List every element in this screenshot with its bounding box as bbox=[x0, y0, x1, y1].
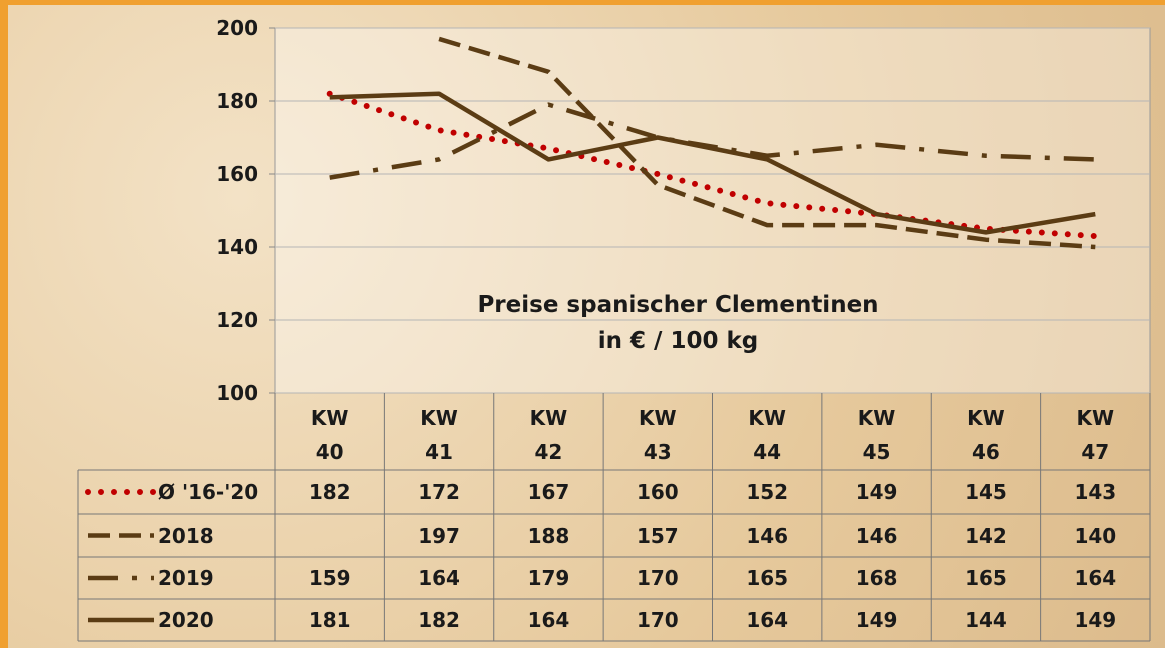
legend-label: 2019 bbox=[158, 561, 273, 595]
table-value: 165 bbox=[931, 561, 1040, 595]
y-tick-label: 140 bbox=[178, 230, 258, 264]
table-value: 149 bbox=[1041, 603, 1150, 637]
table-value: 172 bbox=[384, 475, 493, 509]
table-value: 142 bbox=[931, 519, 1040, 553]
table-value: 143 bbox=[1041, 475, 1150, 509]
table-value: 146 bbox=[713, 519, 822, 553]
x-tick-label: KW 42 bbox=[523, 401, 573, 469]
y-tick-label: 100 bbox=[178, 376, 258, 410]
y-tick-label: 120 bbox=[178, 303, 258, 337]
table-value: 170 bbox=[603, 561, 712, 595]
table-value: 157 bbox=[603, 519, 712, 553]
x-tick-label: KW 40 bbox=[305, 401, 355, 469]
table-value: 145 bbox=[931, 475, 1040, 509]
table-value: 165 bbox=[713, 561, 822, 595]
legend-label: 2020 bbox=[158, 603, 273, 637]
table-value: 164 bbox=[494, 603, 603, 637]
x-tick-label: KW 41 bbox=[414, 401, 464, 469]
table-value: 160 bbox=[603, 475, 712, 509]
table-value: 170 bbox=[603, 603, 712, 637]
table-value: 168 bbox=[822, 561, 931, 595]
table-value: 182 bbox=[275, 475, 384, 509]
table-value: 144 bbox=[931, 603, 1040, 637]
legend-label: Ø '16-'20 bbox=[158, 475, 273, 509]
y-tick-label: 200 bbox=[178, 11, 258, 45]
x-tick-label: KW 45 bbox=[852, 401, 902, 469]
table-value: 182 bbox=[384, 603, 493, 637]
table-value: 146 bbox=[822, 519, 931, 553]
subtitle: in € / 100 kg bbox=[428, 323, 928, 359]
table-value: 149 bbox=[822, 475, 931, 509]
table-value: 152 bbox=[713, 475, 822, 509]
table-value: 188 bbox=[494, 519, 603, 553]
x-tick-label: KW 46 bbox=[961, 401, 1011, 469]
x-tick-label: KW 43 bbox=[633, 401, 683, 469]
table-value: 149 bbox=[822, 603, 931, 637]
table-value: 164 bbox=[1041, 561, 1150, 595]
table-value: 164 bbox=[384, 561, 493, 595]
chart: Preise spanischer Clementinenin € / 100 … bbox=[0, 0, 1165, 648]
x-tick-label: KW 47 bbox=[1070, 401, 1120, 469]
table-value: 181 bbox=[275, 603, 384, 637]
legend-label: 2018 bbox=[158, 519, 273, 553]
x-tick-label: KW 44 bbox=[742, 401, 792, 469]
table-value: 159 bbox=[275, 561, 384, 595]
y-tick-label: 180 bbox=[178, 84, 258, 118]
table-value: 179 bbox=[494, 561, 603, 595]
title: Preise spanischer Clementinen bbox=[428, 287, 928, 323]
table-value: 167 bbox=[494, 475, 603, 509]
table-value: 197 bbox=[384, 519, 493, 553]
table-value: 140 bbox=[1041, 519, 1150, 553]
table-value: 164 bbox=[713, 603, 822, 637]
y-tick-label: 160 bbox=[178, 157, 258, 191]
